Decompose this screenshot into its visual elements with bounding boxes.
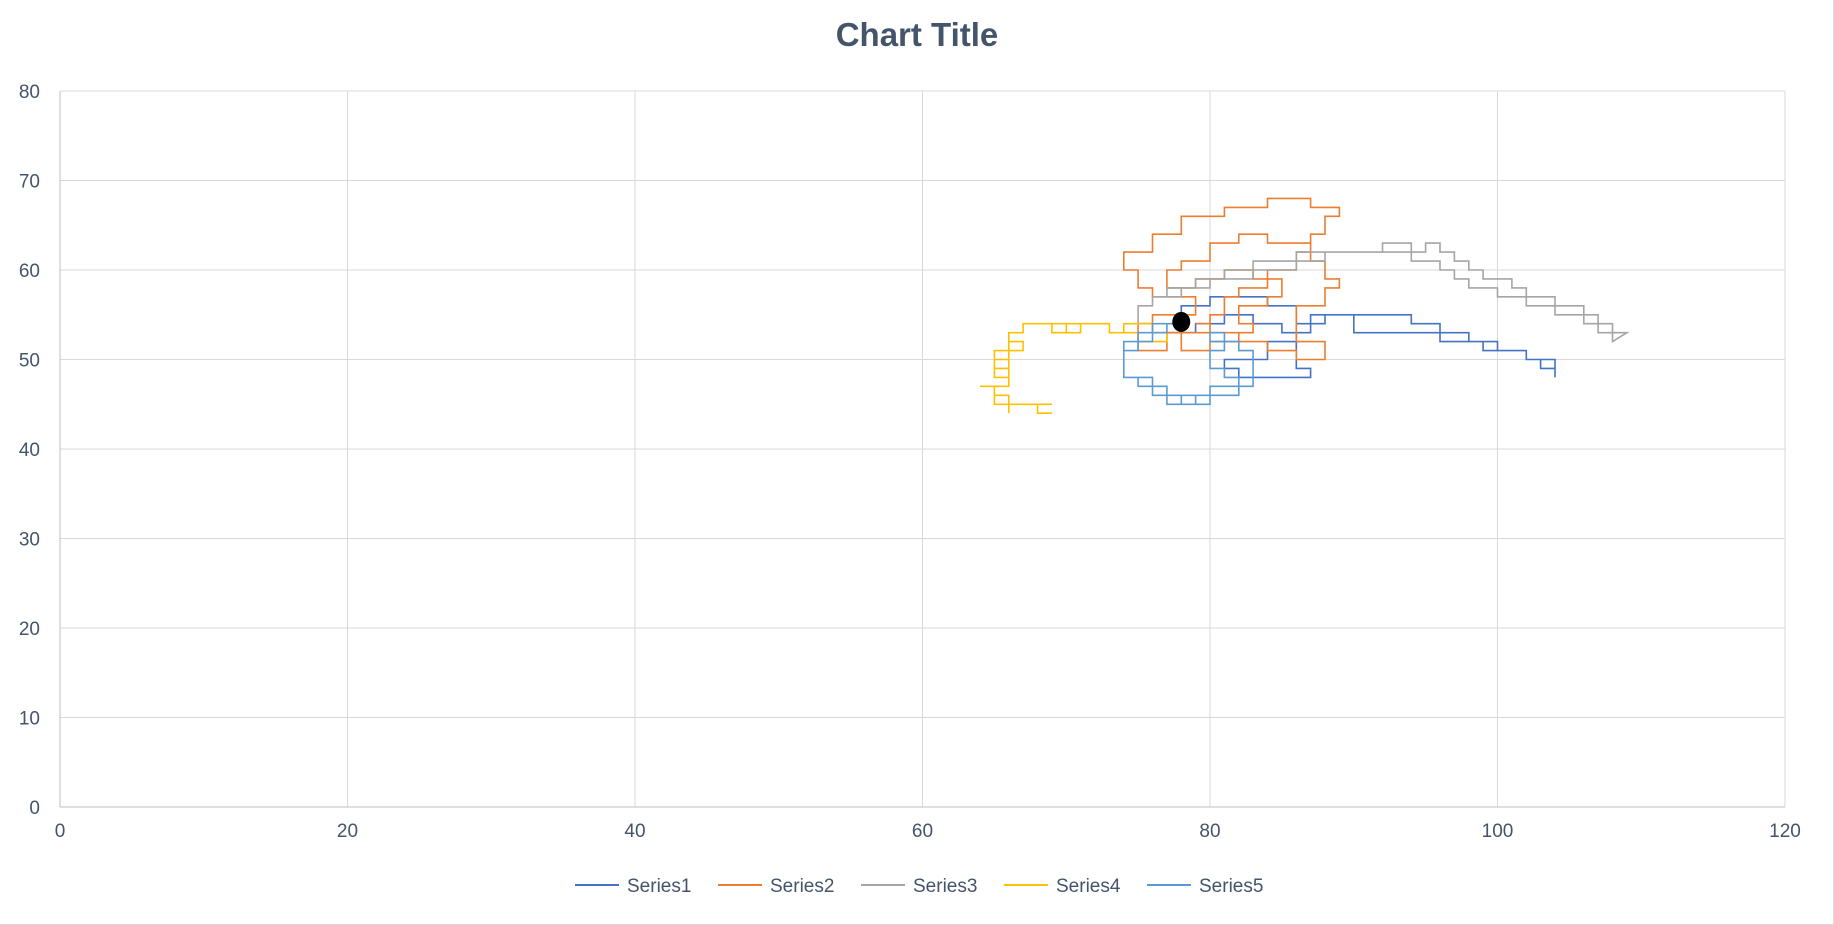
- x-tick-label: 60: [912, 821, 933, 842]
- legend-label: Series1: [627, 876, 691, 897]
- y-tick-label: 0: [29, 798, 40, 819]
- y-tick-label: 40: [19, 440, 40, 461]
- series-line-series3: [1137, 242, 1630, 344]
- y-tick-label: 30: [19, 530, 40, 551]
- series-line-series2: [1123, 197, 1341, 361]
- legend-label: Series2: [770, 876, 834, 897]
- x-tick-label: 120: [1769, 821, 1801, 842]
- x-tick-label: 100: [1482, 821, 1514, 842]
- y-tick-label: 80: [19, 82, 40, 103]
- series-line-series1: [1166, 296, 1556, 379]
- y-tick-label: 50: [19, 351, 40, 372]
- x-tick-label: 0: [55, 821, 66, 842]
- legend-label: Series5: [1199, 876, 1263, 897]
- series-line-series4: [980, 322, 1168, 414]
- legend-label: Series3: [913, 876, 977, 897]
- x-tick-label: 20: [337, 821, 358, 842]
- legend-label: Series4: [1056, 876, 1121, 897]
- x-tick-label: 40: [624, 821, 645, 842]
- x-tick-label: 80: [1199, 821, 1220, 842]
- y-tick-label: 20: [19, 619, 40, 640]
- series-line-series5: [1123, 322, 1254, 406]
- y-tick-label: 60: [19, 261, 40, 282]
- chart-title: Chart Title: [835, 16, 999, 53]
- y-tick-label: 70: [19, 172, 40, 193]
- y-tick-label: 10: [19, 709, 40, 730]
- marker-dot: [1172, 311, 1191, 332]
